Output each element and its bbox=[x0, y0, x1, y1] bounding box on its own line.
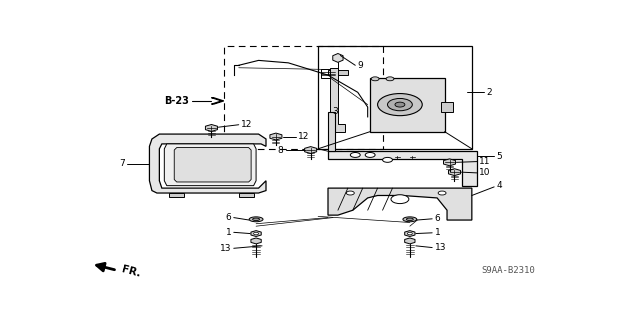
Text: 7: 7 bbox=[119, 159, 125, 168]
Polygon shape bbox=[328, 188, 472, 220]
Ellipse shape bbox=[403, 217, 417, 222]
Circle shape bbox=[253, 232, 259, 235]
Text: 13: 13 bbox=[220, 244, 231, 253]
Ellipse shape bbox=[253, 218, 260, 220]
Bar bbox=[239, 193, 253, 197]
Text: 4: 4 bbox=[497, 181, 502, 190]
Polygon shape bbox=[150, 134, 266, 193]
Text: 11: 11 bbox=[479, 157, 491, 166]
Text: S9AA-B2310: S9AA-B2310 bbox=[482, 266, 536, 275]
Text: 9: 9 bbox=[358, 61, 364, 70]
Polygon shape bbox=[305, 147, 317, 153]
Text: 6: 6 bbox=[435, 214, 440, 223]
Polygon shape bbox=[174, 148, 251, 182]
Polygon shape bbox=[164, 144, 256, 186]
Circle shape bbox=[388, 99, 412, 111]
Bar bbox=[441, 102, 454, 112]
Text: 1: 1 bbox=[225, 228, 231, 237]
Text: 1: 1 bbox=[435, 228, 440, 237]
Text: 3: 3 bbox=[333, 108, 339, 116]
Polygon shape bbox=[404, 238, 415, 244]
Bar bbox=[370, 78, 445, 132]
Polygon shape bbox=[251, 238, 261, 244]
Text: 10: 10 bbox=[479, 168, 491, 177]
Bar bbox=[169, 193, 184, 197]
Circle shape bbox=[371, 77, 379, 81]
Bar bbox=[224, 46, 383, 149]
Circle shape bbox=[350, 152, 360, 157]
Ellipse shape bbox=[406, 218, 413, 220]
Ellipse shape bbox=[249, 217, 263, 222]
Polygon shape bbox=[328, 112, 335, 151]
Circle shape bbox=[383, 157, 392, 162]
Circle shape bbox=[378, 93, 422, 116]
Bar bbox=[318, 46, 472, 149]
Text: 8: 8 bbox=[278, 145, 284, 154]
Circle shape bbox=[346, 191, 355, 195]
Polygon shape bbox=[330, 68, 346, 132]
Text: FR.: FR. bbox=[121, 264, 142, 279]
Polygon shape bbox=[270, 133, 282, 140]
Circle shape bbox=[386, 77, 394, 81]
Polygon shape bbox=[251, 231, 261, 236]
Bar bbox=[328, 70, 348, 75]
Circle shape bbox=[365, 152, 375, 157]
Text: 6: 6 bbox=[225, 213, 231, 222]
Circle shape bbox=[408, 232, 412, 235]
Bar bbox=[321, 70, 335, 78]
Text: 12: 12 bbox=[298, 132, 310, 141]
Circle shape bbox=[438, 191, 446, 195]
Text: 12: 12 bbox=[241, 120, 253, 129]
Circle shape bbox=[395, 102, 405, 107]
Polygon shape bbox=[449, 169, 461, 175]
Polygon shape bbox=[444, 159, 456, 166]
Text: 5: 5 bbox=[497, 152, 502, 161]
Circle shape bbox=[391, 195, 409, 204]
Polygon shape bbox=[328, 151, 477, 186]
Text: 2: 2 bbox=[486, 88, 492, 97]
Text: 13: 13 bbox=[435, 243, 446, 252]
Text: B-23: B-23 bbox=[164, 96, 189, 106]
Polygon shape bbox=[333, 54, 343, 62]
Polygon shape bbox=[205, 124, 218, 131]
Polygon shape bbox=[404, 231, 415, 236]
Polygon shape bbox=[211, 98, 224, 104]
